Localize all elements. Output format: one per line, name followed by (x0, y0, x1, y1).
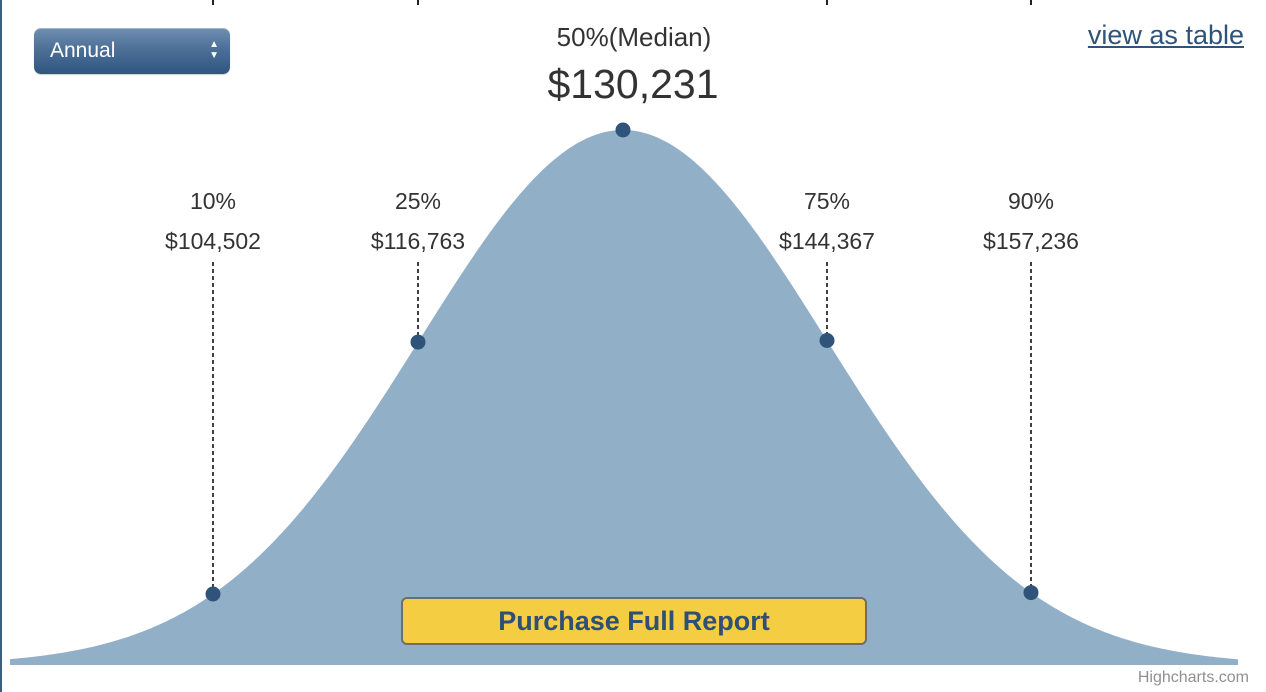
percentile-label: 25% (395, 188, 441, 214)
percentile-value-label: $104,502 (165, 228, 261, 254)
percentile-marker[interactable] (410, 334, 426, 350)
percentile-value-label: $144,367 (779, 228, 875, 254)
percentile-marker[interactable] (819, 333, 835, 349)
percentile-label: 75% (804, 188, 850, 214)
percentile-marker[interactable] (1023, 585, 1039, 601)
period-select[interactable]: Annual ▲ ▼ (34, 28, 230, 74)
view-as-table-link[interactable]: view as table (1087, 20, 1244, 50)
percentile-markers (205, 122, 1039, 602)
percentile-value-label: $116,763 (371, 228, 465, 254)
top-tick-marks (212, 0, 1032, 5)
highcharts-credits-link[interactable]: Highcharts.com (1137, 669, 1249, 686)
percentile-value-label: $157,236 (983, 228, 1079, 254)
percentile-marker[interactable] (205, 586, 221, 602)
purchase-full-report-button[interactable]: Purchase Full Report (401, 597, 867, 645)
up-down-arrows-icon: ▲ ▼ (209, 39, 219, 61)
percentile-value-label: $130,231 (547, 61, 718, 107)
period-select-value: Annual (50, 39, 116, 62)
bell-curve-area (10, 130, 1238, 665)
percentile-label: 90% (1008, 188, 1054, 214)
percentile-labels: 10% $104,502 25% $116,763 50%(Median) $130,23… (165, 22, 1079, 254)
percentile-drop-lines (212, 262, 1032, 595)
percentile-label: 10% (190, 188, 236, 214)
percentile-marker[interactable] (615, 122, 631, 138)
left-border (0, 0, 2, 692)
percentile-label: 50%(Median) (557, 22, 712, 52)
